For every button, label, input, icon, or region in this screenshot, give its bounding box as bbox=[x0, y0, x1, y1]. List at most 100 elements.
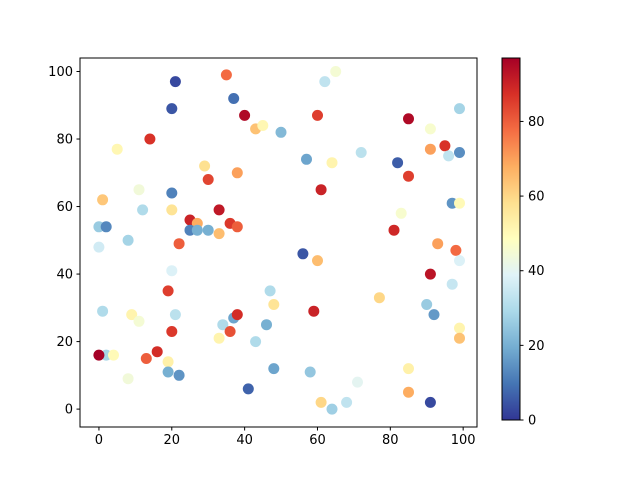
scatter-point bbox=[268, 363, 280, 375]
scatter-point bbox=[97, 194, 109, 206]
scatter-point bbox=[93, 241, 105, 253]
scatter-point bbox=[326, 157, 338, 169]
y-axis-tick-label: 60 bbox=[56, 200, 73, 215]
scatter-point bbox=[122, 373, 134, 385]
scatter-point bbox=[231, 221, 243, 233]
scatter-point bbox=[199, 160, 211, 172]
scatter-point bbox=[421, 299, 433, 310]
scatter-point bbox=[315, 396, 327, 408]
scatter-point bbox=[395, 207, 407, 219]
scatter-point bbox=[231, 167, 243, 179]
scatter-point bbox=[228, 93, 240, 104]
scatter-point bbox=[126, 309, 138, 321]
scatter-point bbox=[275, 126, 287, 138]
scatter-point bbox=[93, 349, 105, 361]
scatter-point bbox=[166, 265, 178, 277]
scatter-point bbox=[220, 69, 232, 81]
colorbar-tick-label: 80 bbox=[528, 115, 545, 130]
scatter-point bbox=[133, 184, 145, 196]
scatter-point bbox=[454, 197, 465, 209]
scatter-point bbox=[454, 332, 465, 344]
x-axis-tick-label: 20 bbox=[164, 433, 181, 448]
scatter-point bbox=[392, 157, 404, 169]
scatter-point bbox=[454, 255, 465, 267]
scatter-point bbox=[224, 326, 236, 337]
scatter-point bbox=[319, 76, 331, 88]
scatter-point bbox=[191, 224, 203, 236]
scatter-point bbox=[403, 363, 414, 375]
scatter-point bbox=[169, 309, 181, 321]
colorbar-tick-label: 60 bbox=[528, 190, 545, 205]
scatter-point bbox=[162, 356, 174, 368]
scatter-point bbox=[140, 353, 152, 364]
colorbar-tick-label: 40 bbox=[528, 264, 545, 279]
scatter-point bbox=[326, 403, 338, 415]
x-axis-tick-label: 100 bbox=[451, 433, 476, 448]
scatter-point bbox=[439, 140, 451, 152]
scatter-point bbox=[312, 255, 323, 267]
scatter-point bbox=[151, 346, 163, 358]
scatter-points bbox=[93, 66, 465, 415]
y-axis-tick-label: 0 bbox=[65, 403, 73, 418]
scatter-point bbox=[257, 120, 269, 131]
x-axis-tick-label: 40 bbox=[236, 433, 253, 448]
scatter-point bbox=[137, 204, 149, 216]
scatter-point bbox=[202, 174, 214, 185]
scatter-point bbox=[166, 103, 178, 115]
scatter-point bbox=[108, 349, 119, 361]
y-axis-tick-label: 80 bbox=[56, 133, 73, 148]
scatter-point bbox=[432, 238, 444, 250]
scatter-point bbox=[388, 224, 400, 236]
scatter-point bbox=[166, 187, 178, 199]
scatter-point bbox=[162, 366, 174, 378]
scatter-point bbox=[242, 383, 254, 395]
colorbar-tick-label: 20 bbox=[528, 339, 545, 354]
scatter-point bbox=[355, 147, 367, 158]
scatter-point bbox=[144, 133, 156, 145]
scatter-point bbox=[250, 336, 262, 348]
scatter-point bbox=[213, 332, 225, 344]
scatter-point bbox=[424, 143, 436, 155]
scatter-point bbox=[231, 309, 243, 321]
x-axis-tick-label: 80 bbox=[382, 433, 399, 448]
scatter-point bbox=[133, 315, 145, 327]
scatter-point bbox=[304, 366, 316, 378]
scatter-point bbox=[97, 305, 109, 317]
scatter-point bbox=[403, 170, 414, 182]
scatter-point bbox=[403, 113, 414, 125]
scatter-point bbox=[446, 278, 458, 290]
scatter-point bbox=[424, 268, 436, 280]
scatter-point bbox=[213, 228, 225, 240]
scatter-point bbox=[122, 234, 134, 246]
scatter-point bbox=[454, 103, 465, 115]
scatter-point bbox=[308, 305, 320, 317]
scatter-point bbox=[424, 123, 436, 135]
scatter-point bbox=[173, 238, 185, 250]
x-axis-tick-label: 0 bbox=[95, 433, 103, 448]
scatter-point bbox=[239, 109, 251, 121]
scatter-point bbox=[330, 66, 342, 77]
scatter-point bbox=[268, 299, 280, 310]
scatter-point bbox=[297, 248, 309, 260]
scatter-point bbox=[352, 376, 363, 388]
scatter-point bbox=[315, 184, 327, 196]
colorbar-gradient bbox=[501, 57, 521, 421]
x-axis-tick-label: 60 bbox=[309, 433, 326, 448]
colorbar: 0 20 40 60 80 bbox=[501, 57, 545, 429]
scatter-point bbox=[373, 292, 385, 304]
scatter-point bbox=[166, 204, 178, 216]
scatter-point bbox=[424, 396, 436, 408]
scatter-point bbox=[111, 143, 123, 155]
scatter-point bbox=[454, 322, 465, 334]
scatter-point bbox=[202, 224, 214, 236]
scatter-point bbox=[217, 319, 229, 331]
y-axis-tick-label: 20 bbox=[56, 335, 73, 350]
scatter-point bbox=[428, 309, 440, 321]
scatter-point bbox=[454, 147, 465, 158]
scatter-point bbox=[301, 153, 312, 165]
scatter-point bbox=[173, 369, 185, 381]
scatter-point bbox=[166, 326, 178, 337]
